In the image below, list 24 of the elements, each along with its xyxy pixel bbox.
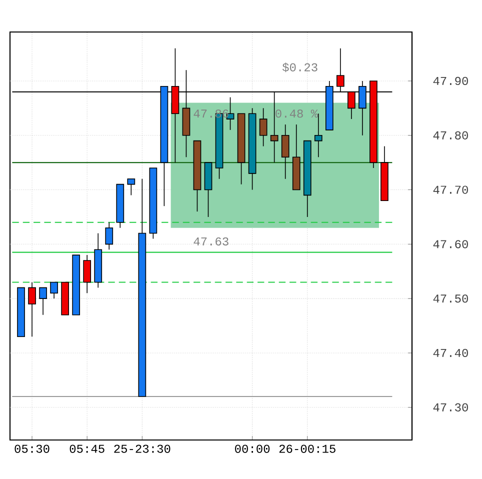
y-tick-label: 47.50 xyxy=(433,294,468,303)
candlestick xyxy=(50,282,58,299)
candlestick xyxy=(105,222,114,250)
y-tick-label: 47.90 xyxy=(433,76,468,86)
annotation: 47.86 xyxy=(194,110,228,118)
annotation: 47.63 xyxy=(194,237,228,246)
candlestick xyxy=(39,287,47,316)
annotation: 0.48 % xyxy=(276,110,318,118)
y-tick-label: 47.30 xyxy=(433,403,468,412)
x-tick-label: 05:30 xyxy=(14,444,50,453)
candlestick xyxy=(281,124,290,180)
x-tick-label: 26-00:15 xyxy=(279,444,336,453)
candlestick xyxy=(127,178,136,196)
y-tick-label: 47.40 xyxy=(433,348,468,358)
y-tick-label: 47.60 xyxy=(433,240,468,248)
candlestick xyxy=(259,108,268,147)
candlestick xyxy=(28,282,36,338)
y-tick-label: 47.80 xyxy=(433,131,468,140)
candlestick xyxy=(83,254,92,294)
annotation: $0.23 xyxy=(282,62,318,72)
y-tick-label: 47.70 xyxy=(433,186,468,194)
x-tick-label: 05:45 xyxy=(70,444,104,453)
x-tick-label: 00:00 xyxy=(235,444,270,453)
x-tick-label: 25-23:30 xyxy=(114,444,170,453)
